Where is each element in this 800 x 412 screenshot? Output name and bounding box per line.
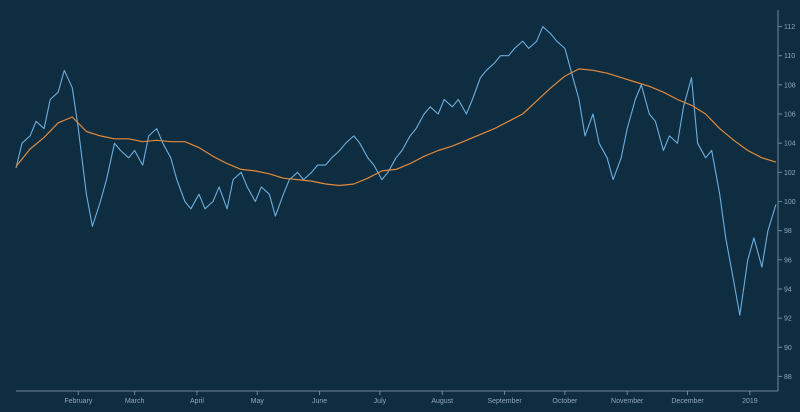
x-tick-label: May [251,398,265,405]
y-tick-label: 100 [784,199,796,206]
y-tick-label: 96 [784,257,792,264]
x-tick-label: December [671,398,704,405]
y-tick-label: 104 [784,141,796,148]
y-tick-label: 106 [784,112,796,119]
y-tick-label: 94 [784,286,792,293]
x-tick-label: July [374,398,387,405]
x-tick-label: November [611,398,644,405]
x-tick-label: June [312,398,327,405]
x-tick-label: 2019 [742,398,758,405]
y-tick-label: 112 [784,24,795,31]
series-line-moving-average [15,68,777,187]
y-tick-label: 90 [784,345,792,352]
y-axis: 88 90 92 94 96 98 100 102 104 106 108 110 112 [777,10,796,391]
y-tick-label: 98 [784,228,792,235]
x-tick-label: February [64,398,93,405]
series-layer [15,26,777,316]
x-tick-label: October [552,398,578,405]
series-line-price [15,26,777,316]
x-tick-label: March [125,398,145,405]
y-tick-label: 88 [784,374,792,381]
x-tick-label: September [487,398,522,405]
y-tick-label: 92 [784,316,792,323]
y-tick-label: 102 [784,170,796,177]
y-tick-label: 108 [784,82,796,89]
y-tick-label: 110 [784,53,795,60]
x-axis: February March April May June July August Septe… [16,390,778,405]
x-tick-label: August [431,398,453,405]
x-tick-label: April [190,398,204,405]
